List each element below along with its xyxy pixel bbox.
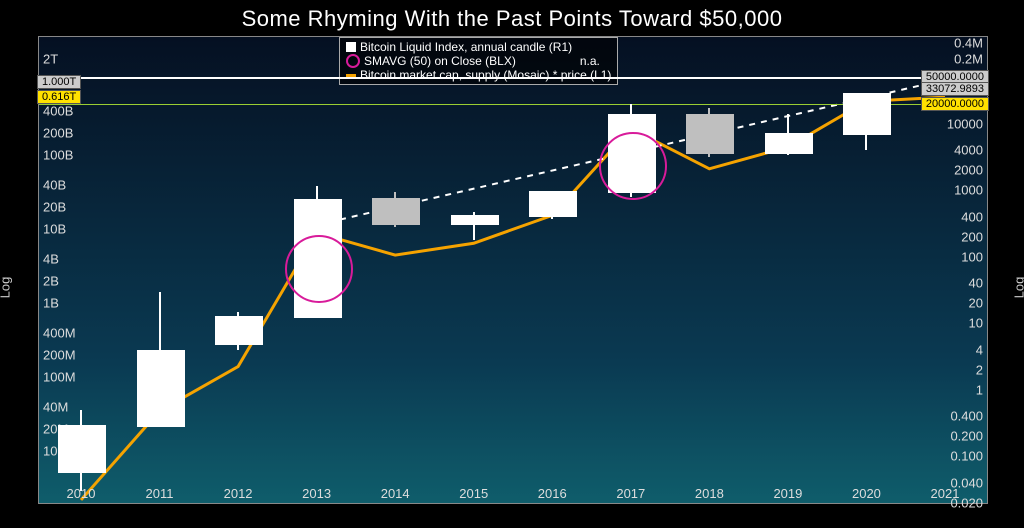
right-tick: 200 xyxy=(961,229,983,244)
legend-extra: n.a. xyxy=(580,54,600,68)
legend-swatch xyxy=(346,54,360,68)
left-tick: 20B xyxy=(43,200,66,215)
legend-swatch xyxy=(346,74,356,77)
chart-root: Some Rhyming With the Past Points Toward… xyxy=(0,0,1024,528)
left-tick: 2B xyxy=(43,274,59,289)
right-tick-low: 10 xyxy=(969,316,983,331)
x-tick: 2015 xyxy=(459,486,488,501)
candle-body xyxy=(215,316,263,346)
marketcap-line xyxy=(81,97,945,500)
candle-body xyxy=(843,93,891,135)
left-tick: 200B xyxy=(43,126,73,141)
legend-item: Bitcoin Liquid Index, annual candle (R1) xyxy=(346,40,611,54)
right2-tick: 0.4M xyxy=(954,36,983,51)
left-tick: 400B xyxy=(43,103,73,118)
left-tick: 100B xyxy=(43,148,73,163)
x-tick: 2012 xyxy=(224,486,253,501)
right-tick: 10000 xyxy=(947,116,983,131)
right-tick: 4000 xyxy=(954,143,983,158)
legend-label: Bitcoin market cap, supply (Mosaic) * pr… xyxy=(360,68,611,82)
left-tick: 1B xyxy=(43,296,59,311)
candle-body xyxy=(529,191,577,216)
right-tick-low: 0.040 xyxy=(950,475,983,490)
left-tick: 400M xyxy=(43,325,76,340)
right2-tick: 0.2M xyxy=(954,52,983,67)
sma-circle xyxy=(285,235,353,303)
right-tick-low: 4 xyxy=(976,342,983,357)
candle-body xyxy=(451,215,499,226)
plot-area: Bitcoin Liquid Index, annual candle (R1)… xyxy=(38,36,988,504)
x-tick: 2020 xyxy=(852,486,881,501)
x-tick: 2019 xyxy=(773,486,802,501)
left-tick: 40M xyxy=(43,399,68,414)
right-tick-low: 0.400 xyxy=(950,409,983,424)
left-price-tag: 0.616T xyxy=(37,90,81,104)
right-tick-low: 20 xyxy=(969,296,983,311)
right-axis-label: Log xyxy=(1012,277,1024,299)
right-tick: 2000 xyxy=(954,163,983,178)
left-tick: 200M xyxy=(43,348,76,363)
sma-circle xyxy=(599,132,667,200)
right-tick-low: 2 xyxy=(976,362,983,377)
legend-label: Bitcoin Liquid Index, annual candle (R1) xyxy=(360,40,572,54)
right-price-tag: 33072.9893 xyxy=(921,82,989,96)
x-tick: 2018 xyxy=(695,486,724,501)
left-tick: 10B xyxy=(43,222,66,237)
candle-body xyxy=(137,350,185,427)
legend-label: SMAVG (50) on Close (BLX) xyxy=(364,54,516,68)
legend-swatch xyxy=(346,42,356,52)
left-tick: 4B xyxy=(43,251,59,266)
left-tick: 2T xyxy=(43,52,58,67)
x-tick: 2013 xyxy=(302,486,331,501)
legend-item: SMAVG (50) on Close (BLX) n.a. xyxy=(346,54,611,68)
left-tick: 40B xyxy=(43,177,66,192)
right-tick: 400 xyxy=(961,209,983,224)
legend-item: Bitcoin market cap, supply (Mosaic) * pr… xyxy=(346,68,611,82)
right-tick-low: 0.200 xyxy=(950,429,983,444)
candle-body xyxy=(686,114,734,153)
candle-body xyxy=(765,133,813,153)
candle-body xyxy=(372,198,420,225)
x-tick: 2014 xyxy=(381,486,410,501)
right-tick-low: 40 xyxy=(969,276,983,291)
right-tick-low: 1 xyxy=(976,382,983,397)
right-tick-low: 0.100 xyxy=(950,449,983,464)
left-price-tag: 1.000T xyxy=(37,75,81,89)
left-axis-label: Log xyxy=(0,277,12,299)
right-price-tag: 20000.0000 xyxy=(921,97,989,111)
x-tick: 2011 xyxy=(146,486,174,501)
right-tick-low: 0.020 xyxy=(950,496,983,511)
x-tick: 2017 xyxy=(616,486,645,501)
left-tick: 100M xyxy=(43,370,76,385)
right-tick: 100 xyxy=(961,249,983,264)
chart-title: Some Rhyming With the Past Points Toward… xyxy=(0,6,1024,32)
x-tick: 2016 xyxy=(538,486,567,501)
candle-body xyxy=(58,425,106,474)
reference-line xyxy=(39,77,987,79)
right-tick: 1000 xyxy=(954,183,983,198)
